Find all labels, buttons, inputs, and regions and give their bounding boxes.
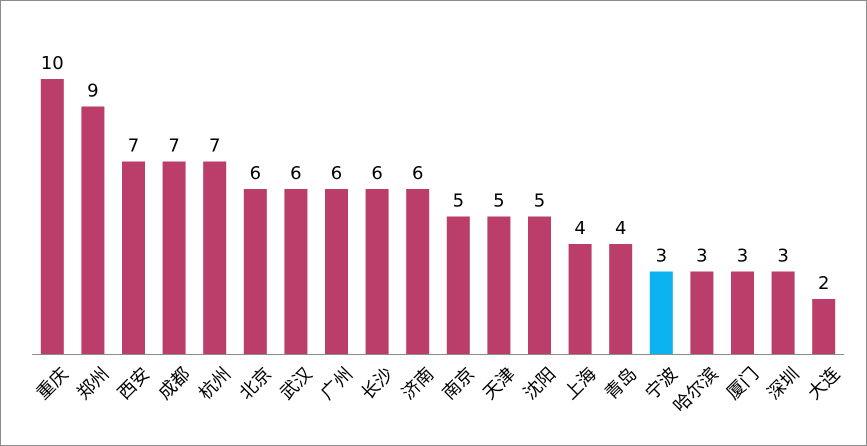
category-label-9: 济南 — [398, 364, 438, 404]
category-label-1: 郑州 — [73, 364, 113, 404]
value-label-14: 4 — [615, 218, 626, 239]
category-label-4: 杭州 — [195, 364, 235, 404]
bar-14 — [609, 244, 633, 354]
category-label-0: 重庆 — [33, 364, 73, 404]
category-label-6: 武汉 — [276, 364, 316, 404]
value-label-19: 2 — [818, 273, 829, 294]
bar-4 — [203, 161, 227, 354]
value-label-15: 3 — [656, 246, 667, 267]
bar-16 — [690, 271, 714, 354]
category-label-13: 上海 — [560, 364, 600, 404]
value-label-18: 3 — [777, 246, 788, 267]
bar-7 — [325, 189, 348, 354]
bar-8 — [365, 189, 389, 354]
bar-2 — [122, 161, 145, 354]
bar-13 — [568, 244, 592, 354]
category-labels-group: 重庆 郑州 西安 成都 杭州 北京 武汉 广州 长沙 济南 南京 天津 沈阳 上海 青岛 宁波哈尔滨 厦门 深圳大… — [33, 364, 845, 417]
category-label-18: 深圳 — [763, 364, 803, 404]
value-label-8: 6 — [371, 163, 382, 184]
bar-5 — [243, 189, 267, 354]
value-label-4: 7 — [209, 136, 220, 157]
category-label-12: 沈阳 — [520, 364, 560, 404]
value-label-11: 5 — [493, 191, 504, 212]
category-label-2: 西安 — [114, 364, 154, 404]
bar-17 — [731, 271, 754, 354]
value-label-6: 6 — [290, 163, 301, 184]
category-label-14: 青岛 — [601, 364, 641, 404]
value-label-7: 6 — [331, 163, 342, 184]
category-label-11: 天津 — [479, 364, 519, 404]
value-label-3: 7 — [168, 136, 179, 157]
value-label-5: 6 — [250, 163, 261, 184]
category-label-16: 哈尔滨 — [669, 364, 722, 417]
value-label-1: 9 — [87, 81, 98, 102]
value-label-17: 3 — [737, 246, 748, 267]
category-label-8: 长沙 — [357, 364, 397, 404]
bars-group — [40, 79, 836, 354]
category-label-5: 北京 — [236, 364, 276, 404]
bar-1 — [81, 106, 105, 354]
value-label-2: 7 — [128, 136, 139, 157]
bar-15 — [649, 271, 673, 354]
bar-9 — [406, 189, 430, 354]
value-label-10: 5 — [453, 191, 464, 212]
bar-6 — [284, 189, 308, 354]
bar-12 — [528, 216, 551, 354]
bar-3 — [162, 161, 186, 354]
value-label-0: 10 — [41, 53, 64, 74]
category-label-19: 大连 — [804, 364, 844, 404]
value-label-13: 4 — [574, 218, 585, 239]
category-label-17: 厦门 — [723, 364, 763, 404]
category-label-7: 广州 — [317, 364, 357, 404]
category-label-10: 南京 — [439, 364, 479, 404]
bar-0 — [40, 79, 64, 354]
value-labels-group: 10 9 7 7 7 6 6 6 6 6 5 5 5 4 4 3 3 3 3 2 — [41, 53, 830, 294]
bar-10 — [446, 216, 470, 354]
value-label-12: 5 — [534, 191, 545, 212]
bar-11 — [487, 216, 511, 354]
bar-18 — [771, 271, 795, 354]
value-label-16: 3 — [696, 246, 707, 267]
bar-19 — [812, 299, 836, 354]
value-label-9: 6 — [412, 163, 423, 184]
category-label-3: 成都 — [154, 364, 194, 404]
